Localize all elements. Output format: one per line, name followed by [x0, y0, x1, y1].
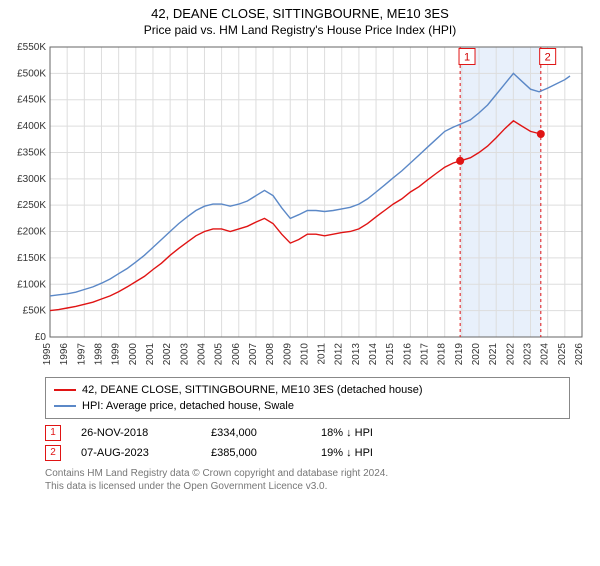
svg-text:£400K: £400K [17, 121, 46, 132]
svg-text:2006: 2006 [231, 343, 242, 366]
marker-badge: 2 [45, 445, 61, 461]
footer: Contains HM Land Registry data © Crown c… [45, 467, 570, 493]
sale-date: 26-NOV-2018 [81, 423, 191, 443]
svg-text:£450K: £450K [17, 95, 46, 106]
svg-text:£50K: £50K [23, 306, 47, 317]
legend-item: 42, DEANE CLOSE, SITTINGBOURNE, ME10 3ES… [54, 382, 561, 398]
svg-text:£300K: £300K [17, 174, 46, 185]
svg-text:2002: 2002 [162, 343, 173, 366]
sale-vs-hpi: 19% ↓ HPI [321, 443, 373, 463]
svg-text:2: 2 [545, 51, 551, 63]
svg-text:2004: 2004 [196, 343, 207, 366]
marker-badge: 1 [45, 425, 61, 441]
svg-text:2010: 2010 [299, 343, 310, 366]
svg-text:2016: 2016 [402, 343, 413, 366]
svg-text:1995: 1995 [42, 343, 53, 366]
svg-text:£100K: £100K [17, 279, 46, 290]
svg-text:1: 1 [464, 51, 470, 63]
sale-date: 07-AUG-2023 [81, 443, 191, 463]
sale-row: 1 26-NOV-2018 £334,000 18% ↓ HPI [45, 423, 570, 443]
sale-vs-hpi: 18% ↓ HPI [321, 423, 373, 443]
svg-text:1999: 1999 [111, 343, 122, 366]
svg-text:2005: 2005 [214, 343, 225, 366]
svg-text:2018: 2018 [437, 343, 448, 366]
svg-text:2019: 2019 [454, 343, 465, 366]
svg-text:2011: 2011 [317, 343, 328, 365]
svg-text:1998: 1998 [93, 343, 104, 366]
svg-text:2000: 2000 [128, 343, 139, 366]
svg-text:2017: 2017 [420, 343, 431, 366]
svg-text:2021: 2021 [488, 343, 499, 366]
chart-svg: £0 £50K £100K £150K £200K £250K £300K £350K £400… [0, 41, 600, 371]
svg-text:2025: 2025 [557, 343, 568, 366]
svg-text:1996: 1996 [59, 343, 70, 366]
svg-text:£0: £0 [35, 332, 47, 343]
sale-row: 2 07-AUG-2023 £385,000 19% ↓ HPI [45, 443, 570, 463]
legend: 42, DEANE CLOSE, SITTINGBOURNE, ME10 3ES… [45, 377, 570, 419]
sale-price: £334,000 [211, 423, 301, 443]
svg-text:2007: 2007 [248, 343, 259, 366]
legend-item: HPI: Average price, detached house, Swal… [54, 398, 561, 414]
legend-swatch [54, 405, 76, 407]
sale-price: £385,000 [211, 443, 301, 463]
svg-text:£350K: £350K [17, 147, 46, 158]
footer-line: Contains HM Land Registry data © Crown c… [45, 467, 570, 480]
svg-text:2024: 2024 [540, 343, 551, 366]
svg-text:£250K: £250K [17, 200, 46, 211]
footer-line: This data is licensed under the Open Gov… [45, 480, 570, 493]
sale-data-table: 1 26-NOV-2018 £334,000 18% ↓ HPI 2 07-AU… [45, 423, 570, 463]
svg-text:2022: 2022 [505, 343, 516, 366]
legend-label: 42, DEANE CLOSE, SITTINGBOURNE, ME10 3ES… [82, 382, 423, 398]
chart-subtitle: Price paid vs. HM Land Registry's House … [0, 23, 600, 37]
svg-text:2001: 2001 [145, 343, 156, 366]
svg-text:£500K: £500K [17, 68, 46, 79]
svg-text:2009: 2009 [282, 343, 293, 366]
chart-area: £0 £50K £100K £150K £200K £250K £300K £350K £400… [0, 41, 600, 371]
svg-text:£150K: £150K [17, 253, 46, 264]
legend-swatch [54, 389, 76, 391]
svg-text:2013: 2013 [351, 343, 362, 366]
svg-text:£550K: £550K [17, 42, 46, 53]
svg-text:2015: 2015 [385, 343, 396, 366]
svg-text:2020: 2020 [471, 343, 482, 366]
svg-text:2003: 2003 [179, 343, 190, 366]
chart-title: 42, DEANE CLOSE, SITTINGBOURNE, ME10 3ES [0, 6, 600, 21]
legend-label: HPI: Average price, detached house, Swal… [82, 398, 294, 414]
svg-text:2026: 2026 [574, 343, 585, 366]
svg-text:2023: 2023 [523, 343, 534, 366]
svg-text:2014: 2014 [368, 343, 379, 366]
svg-text:1997: 1997 [76, 343, 87, 366]
svg-text:£200K: £200K [17, 227, 46, 238]
svg-text:2012: 2012 [334, 343, 345, 366]
svg-text:2008: 2008 [265, 343, 276, 366]
